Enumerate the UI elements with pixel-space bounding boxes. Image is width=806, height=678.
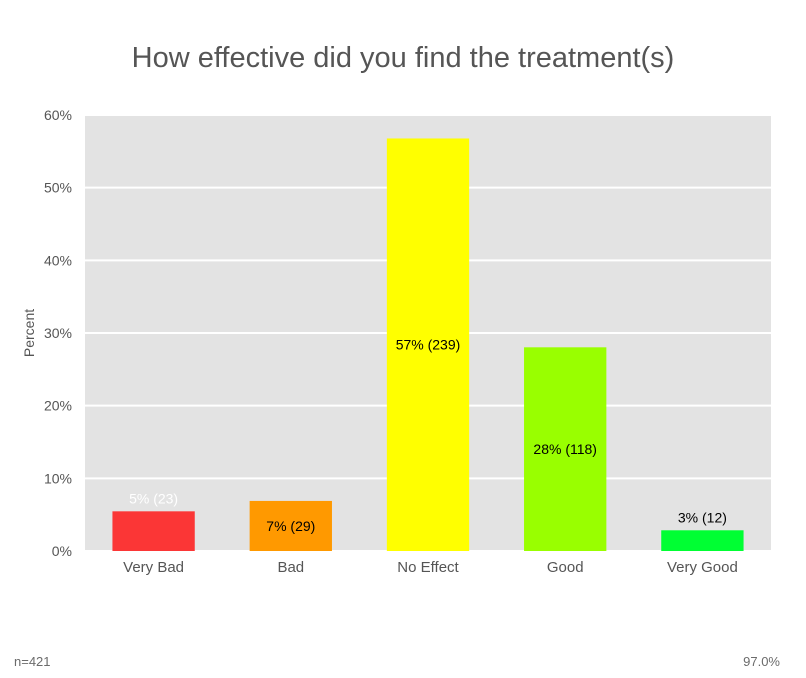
chart-title: How effective did you find the treatment… <box>132 42 675 74</box>
bar <box>524 347 607 551</box>
response-rate-label: 97.0% <box>743 654 780 669</box>
bar-data-label: 3% (12) <box>678 509 727 525</box>
bar-data-label: 57% (239) <box>396 337 461 353</box>
y-tick-label: 10% <box>44 470 72 486</box>
y-tick-label: 60% <box>44 107 72 123</box>
y-tick-label: 0% <box>52 543 72 559</box>
bar <box>661 530 744 551</box>
bar-data-label: 28% (118) <box>533 441 597 457</box>
bar-data-label: 7% (29) <box>266 518 315 534</box>
y-tick-label: 30% <box>44 325 72 341</box>
x-tick-label: Good <box>547 559 584 576</box>
bar <box>386 138 470 552</box>
y-tick-label: 20% <box>44 398 72 414</box>
x-axis-tick-labels: Very Bad Bad No Effect Good Very Good <box>123 559 738 576</box>
bar-data-labels: 5% (23) 7% (29) 57% (239) 28% (118) 3% (12) <box>129 337 727 534</box>
bar-data-label: 5% (23) <box>129 490 178 506</box>
bar <box>249 500 332 551</box>
x-tick-label: Very Bad <box>123 559 184 576</box>
sample-size-label: n=421 <box>14 654 51 669</box>
x-tick-label: Bad <box>277 559 304 576</box>
y-axis-label: Percent <box>21 309 37 357</box>
y-axis-tick-labels: 0% 10% 20% 30% 40% 50% 60% <box>44 107 72 559</box>
y-tick-label: 40% <box>44 252 72 268</box>
bars <box>112 138 744 552</box>
x-tick-label: Very Good <box>667 559 738 576</box>
x-tick-label: No Effect <box>397 559 459 576</box>
bar <box>112 511 195 551</box>
y-tick-label: 50% <box>44 180 72 196</box>
